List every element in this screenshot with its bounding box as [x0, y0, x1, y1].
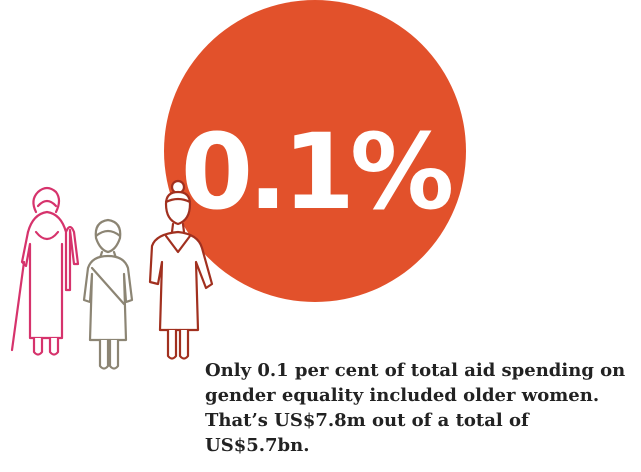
woman-with-headscarf-icon [82, 218, 134, 370]
caption-text: Only 0.1 per cent of total aid spending … [205, 360, 626, 456]
woman-with-cane-icon [10, 186, 80, 356]
woman-with-bun-icon [148, 179, 214, 360]
stat-value: 0.1% [180, 111, 454, 233]
stat-circle [164, 0, 466, 302]
